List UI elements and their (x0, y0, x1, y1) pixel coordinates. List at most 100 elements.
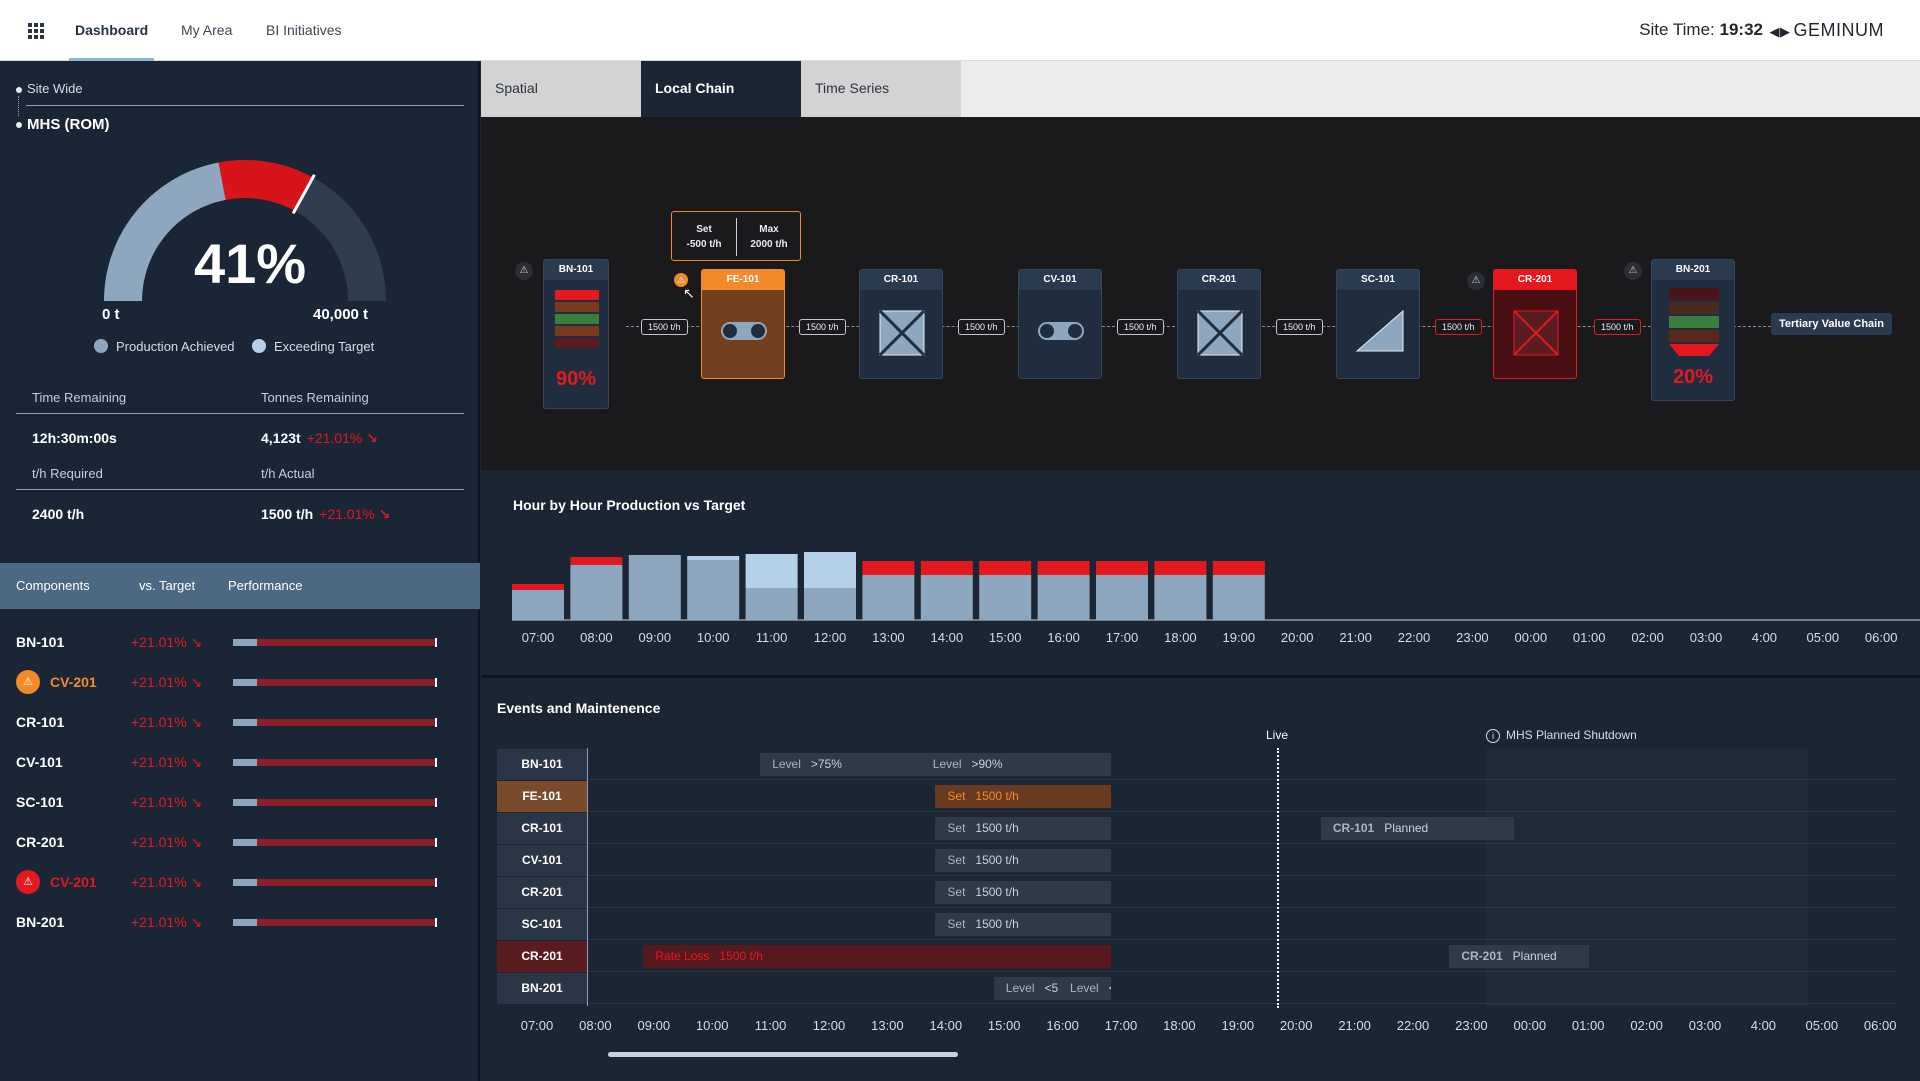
component-row[interactable]: BN-101 +21.01% ↘ (0, 623, 480, 663)
apps-grid-icon[interactable] (28, 23, 44, 39)
component-row[interactable]: BN-201 +21.01% ↘ (0, 903, 480, 943)
event-value: 1500 t/h (975, 917, 1019, 931)
tab-time-series[interactable]: Time Series (801, 61, 961, 117)
event-row-label: CR-201 (497, 877, 587, 908)
unit-fe-101[interactable]: FE-101 (701, 269, 785, 379)
bar-08:00 (570, 557, 623, 565)
timeline-scrollbar[interactable] (608, 1052, 958, 1057)
tab-local-chain[interactable]: Local Chain (641, 61, 801, 117)
event-bar[interactable]: Level >90% (920, 753, 1111, 776)
crumb-site-wide-label: Site Wide (27, 81, 83, 96)
warning-icon[interactable]: ⚠ (515, 262, 533, 280)
unit-title: SC-101 (1337, 270, 1419, 290)
event-bar[interactable]: CR-201 Planned (1449, 945, 1590, 968)
x-tick-label: 23:00 (1456, 630, 1489, 645)
conveyor-icon (1038, 322, 1084, 340)
event-row-label: BN-201 (497, 973, 587, 1004)
flow-label: 1500 t/h (1594, 319, 1641, 335)
nav-tab-bi-initiatives[interactable]: BI Initiatives (266, 22, 342, 38)
component-row[interactable]: SC-101 +21.01% ↘ (0, 783, 480, 823)
x-tick-label: 05:00 (1807, 630, 1840, 645)
event-bar[interactable]: Set 1500 t/h (935, 913, 1111, 936)
event-key: CR-101 (1332, 821, 1375, 835)
component-row[interactable]: ⚠ CV-201 +21.01% ↘ (0, 863, 480, 903)
component-row[interactable]: CR-101 +21.01% ↘ (0, 703, 480, 743)
bar-10:00 (687, 556, 740, 560)
warning-icon[interactable]: ⚠ (1467, 272, 1485, 290)
hourly-bar-chart: 07:00 08:00 09:00 10:00 11:00 12:00 13:00 14:00… (512, 552, 1920, 645)
bar-16:00 (1037, 561, 1090, 575)
event-row: BN-201 Level <50% Level <25% (497, 973, 1897, 1004)
component-row[interactable]: CV-101 +21.01% ↘ (0, 743, 480, 783)
timeline-tick-label: 02:00 (1630, 1018, 1663, 1033)
live-marker (1277, 748, 1279, 1008)
unit-cr-101[interactable]: CR-101 (859, 269, 943, 379)
unit-cr-201-alarm[interactable]: CR-201 (1493, 269, 1577, 379)
time-remaining-value: 12h:30m:00s (32, 430, 117, 446)
tab-spatial[interactable]: Spatial (481, 61, 641, 117)
component-row[interactable]: CR-201 +21.01% ↘ (0, 823, 480, 863)
component-row[interactable]: ⚠ CV-201 +21.01% ↘ (0, 663, 480, 703)
event-bar[interactable]: CR-101 Planned (1320, 817, 1514, 840)
vs-target-col[interactable]: vs. Target (139, 578, 196, 593)
event-row: SC-101 Set 1500 t/h (497, 909, 1897, 940)
crumb-site-wide[interactable]: Site Wide (16, 81, 83, 96)
event-bar[interactable]: Set 1500 t/h (935, 849, 1111, 872)
bar-13:00 (862, 575, 915, 620)
bar-12:00 (804, 588, 856, 620)
x-tick-label: 08:00 (580, 630, 613, 645)
timeline-tick-label: 22:00 (1396, 1018, 1430, 1033)
flow-label: 1500 t/h (1117, 319, 1164, 335)
performance-col[interactable]: Performance (228, 578, 303, 593)
warning-icon[interactable]: ⚠ (1624, 262, 1642, 280)
tertiary-value-chain-button[interactable]: Tertiary Value Chain (1771, 313, 1892, 335)
bar-07:00 (512, 584, 564, 590)
event-value: Planned (1384, 821, 1429, 835)
warning-badge-icon: ⚠ (16, 670, 40, 694)
unit-bn-101[interactable]: BN-101 90% (543, 259, 609, 409)
event-value: >90% (971, 757, 1003, 771)
local-chain-view: Set -500 t/h Max 2000 t/h ⚠ BN-101 90% 150… (481, 117, 1920, 470)
event-bar[interactable]: Set 1500 t/h (935, 817, 1111, 840)
component-performance-bar (233, 678, 437, 687)
unit-cv-101[interactable]: CV-101 (1018, 269, 1102, 379)
crumb-mhs-rom[interactable]: MHS (ROM) (16, 116, 110, 133)
x-tick-label: 4:00 (1752, 630, 1777, 645)
component-name: BN-201 (16, 914, 65, 930)
bar-16:00 (1037, 575, 1090, 620)
timeline-tick-label: 00:00 (1513, 1018, 1547, 1033)
x-tick-label: 16:00 (1047, 630, 1080, 645)
alert-marker-icon[interactable]: ⚠ (674, 273, 688, 287)
component-name: SC-101 (16, 794, 64, 810)
event-row: FE-101 Set 1500 t/h (497, 781, 1897, 812)
crusher-icon (1197, 310, 1243, 356)
timeline-tick-label: 09:00 (637, 1018, 671, 1033)
view-tabs: Spatial Local Chain Time Series (481, 61, 1920, 117)
unit-bn-201[interactable]: BN-201 20% (1651, 259, 1735, 401)
event-value: 1500 t/h (719, 949, 763, 963)
timeline-tick-label: 08:00 (579, 1018, 612, 1033)
event-bar[interactable]: Set 1500 t/h (935, 785, 1111, 808)
event-bar[interactable]: Set 1500 t/h (935, 881, 1111, 904)
components-col[interactable]: Components (16, 578, 90, 593)
unit-cr-201[interactable]: CR-201 (1177, 269, 1261, 379)
production-gauge (104, 160, 386, 302)
tonnes-remaining: 4,123t +21.01% ↘ (261, 430, 378, 447)
th-actual-value: 1500 t/h (261, 506, 314, 522)
crusher-icon (879, 310, 925, 356)
event-bar[interactable]: Level <25% (1058, 977, 1111, 1000)
unit-sc-101[interactable]: SC-101 (1336, 269, 1420, 379)
x-tick-label: 02:00 (1631, 630, 1664, 645)
event-bar[interactable]: Level <50% (993, 977, 1059, 1000)
event-bar[interactable]: Level >75% (760, 753, 921, 776)
bin-level-90: 90% (555, 368, 597, 390)
x-tick-label: 12:00 (814, 630, 847, 645)
event-value: Planned (1512, 949, 1557, 963)
event-bar[interactable]: Rate Loss 1500 t/h (643, 945, 1111, 968)
timeline-tick-label: 14:00 (929, 1018, 963, 1033)
event-row-label: CR-201 (497, 941, 587, 972)
component-vs-target: +21.01% ↘ (131, 874, 203, 890)
nav-tab-my-area[interactable]: My Area (181, 22, 233, 38)
nav-tab-dashboard[interactable]: Dashboard (68, 22, 155, 61)
tooltip-max-value: 2000 t/h (750, 239, 788, 250)
